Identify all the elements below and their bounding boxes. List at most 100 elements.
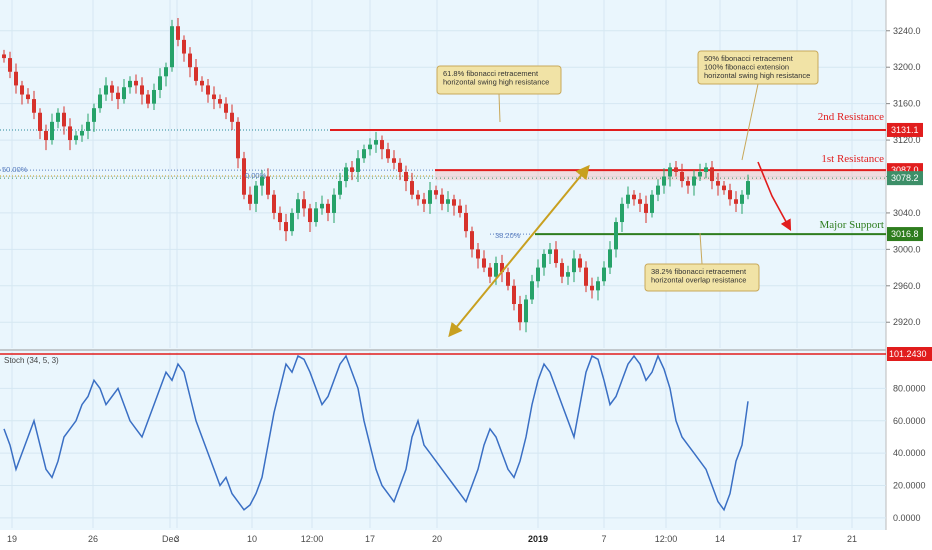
candle-body [704,167,708,172]
level-label-2nd-resistance: 2nd Resistance [818,111,884,123]
annotation-text: horizontal overlap resistance [651,276,746,285]
candle-body [170,26,174,68]
candle-body [38,112,42,131]
candle-body [14,71,18,86]
candle-body [560,263,564,277]
candle-body [218,99,222,104]
candle-body [212,94,216,100]
candle-body [572,258,576,273]
candle-body [620,203,624,223]
candle-body [692,176,696,186]
price-tick-label: 3000.0 [893,244,921,254]
candle-body [200,80,204,86]
osc-upper-tag-text: 101.2430 [889,349,927,359]
candle-body [422,199,426,204]
candle-body [62,112,66,127]
candle-body [158,76,162,90]
candle-body [728,190,732,200]
price-tick-label: 2960.0 [893,281,921,291]
candle-body [164,67,168,77]
candle-body [710,167,714,182]
price-tick-label: 2920.0 [893,317,921,327]
candle-body [356,158,360,172]
candle-body [506,272,510,286]
price-tag-text: 3087.0 [891,165,919,175]
osc-tick-label: 0.0000 [893,513,921,523]
osc-upper-tag [887,347,932,361]
candle-body [122,87,126,100]
price-tag-text: 3131.1 [891,125,919,135]
candle-body [368,144,372,150]
candle-body [650,194,654,213]
time-tick-label: 20 [432,534,442,544]
annotation-text: 100% fibonacci extension [704,63,789,72]
time-tick-label: 10 [247,534,257,544]
candle-body [350,167,354,172]
level-label-major-support: Major Support [820,219,884,231]
candle-body [452,199,456,206]
stoch-line [3,354,749,512]
candle-body [740,194,744,204]
level-label-1st-resistance: 1st Resistance [821,153,884,165]
candle-body [554,249,558,264]
candle-body [74,135,78,141]
candle-body [68,126,72,141]
candle-body [686,181,690,186]
annotation-pointer [741,83,759,161]
candle-body [254,185,258,204]
resistance-zone [435,170,886,181]
candle-body [518,304,522,323]
candle-body [26,94,30,100]
candle-body [56,112,60,122]
candle-body [656,185,660,195]
candle-body [536,267,540,282]
annotation-box [436,65,562,95]
osc-tick-label: 60.0000 [893,416,926,426]
candle-body [134,80,138,86]
fib-extension-arrow [448,164,590,338]
candle-body [446,199,450,204]
projection-arrow [757,161,792,231]
candle-body [542,253,546,268]
time-tick-label: 12:00 [655,534,678,544]
candle-body [374,140,378,145]
candle-body [362,149,366,159]
candle-body [494,263,498,277]
candle-body [242,158,246,195]
candle-body [638,199,642,204]
price-tick-label: 3040.0 [893,208,921,218]
candle-body [146,94,150,104]
osc-tick-label: 40.0000 [893,448,926,458]
candle-body [296,199,300,213]
candle-body [152,89,156,104]
candle-body [2,54,6,59]
time-tick-label: 17 [792,534,802,544]
candle-body [206,85,210,95]
candle-body [578,258,582,268]
annotation-box [644,263,760,292]
candle-body [410,181,414,195]
time-tick-label: 14 [715,534,725,544]
stoch-title: Stoch (34, 5, 3) [4,356,59,365]
candle-body [404,171,408,182]
candle-body [32,99,36,113]
candle-body [662,176,666,186]
candle-body [458,205,462,213]
candle-body [644,203,648,213]
candle-body [530,281,534,300]
candle-body [128,80,132,88]
annotation-text: 61.8% fibonacci retracement [443,69,539,78]
time-tick-label: Dec [162,534,179,544]
candle-body [332,194,336,213]
candle-body [272,194,276,213]
annotation-text: horizontal swing high resistance [443,78,549,87]
candle-body [392,158,396,163]
candle-body [92,108,96,122]
candle-body [428,190,432,204]
price-axis [886,0,932,530]
candle-body [698,171,702,177]
annotation-box [697,50,819,85]
candle-body [746,181,750,195]
